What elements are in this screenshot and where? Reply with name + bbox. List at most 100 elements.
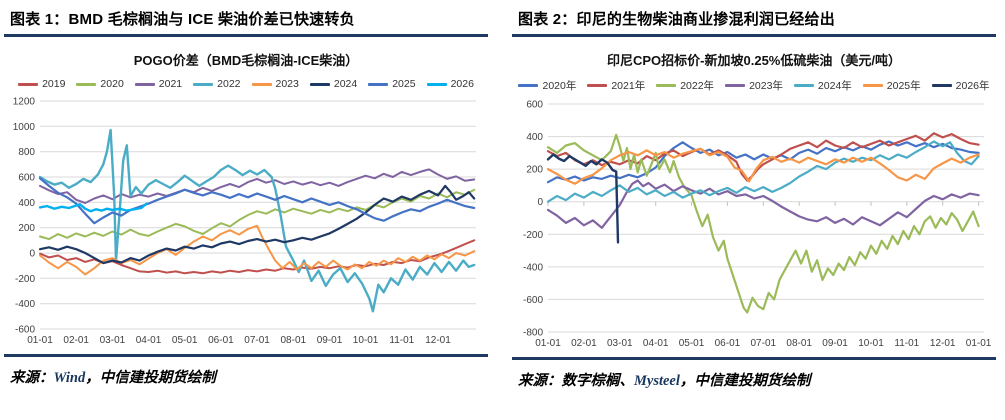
- y-tick-label: 200: [18, 223, 35, 234]
- y-tick-label: 400: [526, 132, 543, 143]
- chart-2-title: 印尼CPO招标价-新加坡0.25%低硫柴油（美元/吨）: [607, 53, 901, 68]
- legend-swatch: [193, 82, 214, 86]
- legend-swatch: [134, 82, 155, 86]
- header-rule: [4, 34, 488, 37]
- y-tick-label: 1200: [13, 97, 36, 108]
- x-tick-label: 12-01: [425, 335, 451, 346]
- legend-item-2019: 2019: [18, 78, 65, 90]
- x-tick-label: 01-01: [966, 338, 992, 349]
- legend-item-2022年: 2022年: [656, 78, 714, 93]
- y-tick-label: -600: [523, 295, 543, 306]
- figure-1: 图表 1：BMD 毛棕榈油与 ICE 柴油价差已快速转负 POGO价差（BMD毛…: [0, 0, 502, 420]
- source-link: Wind: [53, 370, 86, 386]
- legend-label: 2025: [392, 78, 416, 90]
- y-tick-label: -200: [15, 274, 35, 285]
- x-tick-label: 07-01: [751, 338, 777, 349]
- source-link: Mysteel: [634, 373, 680, 389]
- legend-item-2026: 2026: [426, 78, 474, 90]
- x-tick-label: 08-01: [786, 338, 812, 349]
- y-tick-label: 400: [18, 198, 35, 209]
- source-text: 来源：: [518, 373, 562, 389]
- legend-item-2022: 2022: [193, 78, 241, 90]
- x-tick-label: 10-01: [353, 335, 379, 346]
- source-line: 来源：数字棕榈、Mysteel，中信建投期货绘制: [512, 360, 996, 390]
- source-text: 数字棕榈、: [561, 373, 635, 389]
- legend-label: 2019: [42, 78, 66, 90]
- y-tick-label: 0: [29, 249, 35, 260]
- figure-1-title: 图表 1：BMD 毛棕榈油与 ICE 柴油价差已快速转负: [10, 11, 355, 28]
- legend-label: 2024: [333, 78, 358, 90]
- legend-swatch: [931, 84, 952, 87]
- series-line-2024年: [546, 140, 980, 203]
- series-line-2022年: [546, 133, 980, 314]
- series-line-2026: [38, 202, 148, 213]
- series-line-2020年: [546, 140, 980, 184]
- x-tick-label: 09-01: [822, 338, 848, 349]
- source-line: 来源：Wind，中信建投期货绘制: [4, 357, 488, 387]
- legend-swatch: [368, 82, 389, 86]
- x-tick-label: 10-01: [858, 338, 884, 349]
- source-text: ，中信建投期货绘制: [679, 373, 811, 389]
- series-line-2022: [38, 128, 476, 313]
- y-tick-label: 800: [18, 147, 35, 158]
- x-tick-label: 01-01: [535, 338, 561, 349]
- figure-2-title: 图表 2：印尼的生物柴油商业掺混利润已经给出: [518, 11, 835, 28]
- chart-legend: 2019 2020 2021 2022 2023 2024 2025 2026: [4, 78, 488, 90]
- legend-swatch: [309, 82, 330, 86]
- legend-label: 2022: [217, 78, 241, 90]
- x-tick-label: 12-01: [930, 338, 956, 349]
- x-tick-label: 02-01: [571, 338, 597, 349]
- x-tick-label: 06-01: [715, 338, 741, 349]
- legend-item-2025年: 2025年: [862, 78, 921, 93]
- legend-item-2020: 2020: [76, 78, 124, 90]
- x-tick-label: 02-01: [63, 335, 89, 346]
- legend-item-2023年: 2023年: [725, 78, 783, 93]
- legend-swatch: [251, 82, 272, 86]
- y-tick-label: -800: [523, 328, 543, 339]
- legend-label: 2022年: [680, 80, 715, 92]
- y-tick-label: 200: [526, 165, 543, 176]
- x-tick-label: 03-01: [607, 338, 633, 349]
- x-tick-label: 05-01: [172, 335, 198, 346]
- series-line-2023年: [546, 179, 980, 229]
- legend-label: 2020年: [542, 80, 577, 92]
- legend-swatch: [725, 84, 746, 87]
- header-rule: [512, 34, 996, 37]
- source-text: 来源：: [10, 370, 54, 386]
- series-line-2020: [39, 188, 476, 241]
- legend-label: 2026: [450, 78, 474, 90]
- chart-legend: 2020年 2021年 2022年 2023年 2024年 2025年 2026年: [512, 78, 996, 93]
- legend-item-2024年: 2024年: [793, 78, 852, 93]
- y-tick-label: 600: [18, 173, 35, 184]
- x-tick-label: 11-01: [389, 335, 414, 346]
- legend-swatch: [862, 84, 883, 87]
- legend-item-2020年: 2020年: [518, 78, 576, 93]
- y-tick-label: -400: [523, 262, 543, 273]
- legend-swatch: [426, 82, 447, 86]
- footer-rule: [512, 357, 996, 360]
- y-tick-label: -400: [15, 299, 35, 310]
- legend-swatch: [656, 84, 677, 87]
- series-line-2024: [38, 184, 476, 265]
- legend-swatch: [587, 84, 608, 87]
- legend-item-2021: 2021: [134, 78, 182, 90]
- legend-swatch: [76, 82, 97, 86]
- x-tick-label: 05-01: [679, 338, 705, 349]
- series-line-2019: [39, 239, 476, 275]
- figure-2: 图表 2：印尼的生物柴油商业掺混利润已经给出 印尼CPO招标价-新加坡0.25%…: [502, 0, 1004, 420]
- legend-label: 2020: [100, 78, 124, 90]
- legend-label: 2026年: [955, 80, 990, 92]
- x-tick-label: 03-01: [100, 335, 126, 346]
- legend-item-2024: 2024: [309, 78, 358, 90]
- y-tick-label: 1000: [13, 122, 36, 133]
- chart-1-title: POGO价差（BMD毛棕榈油-ICE柴油）: [133, 53, 359, 68]
- x-tick-label: 07-01: [244, 335, 270, 346]
- series-line-2025: [38, 177, 476, 225]
- legend-item-2026年: 2026年: [931, 78, 990, 93]
- legend-label: 2023: [275, 78, 299, 90]
- legend-label: 2025年: [886, 80, 921, 92]
- series-line-2021年: [546, 132, 980, 182]
- x-tick-label: 04-01: [643, 338, 669, 349]
